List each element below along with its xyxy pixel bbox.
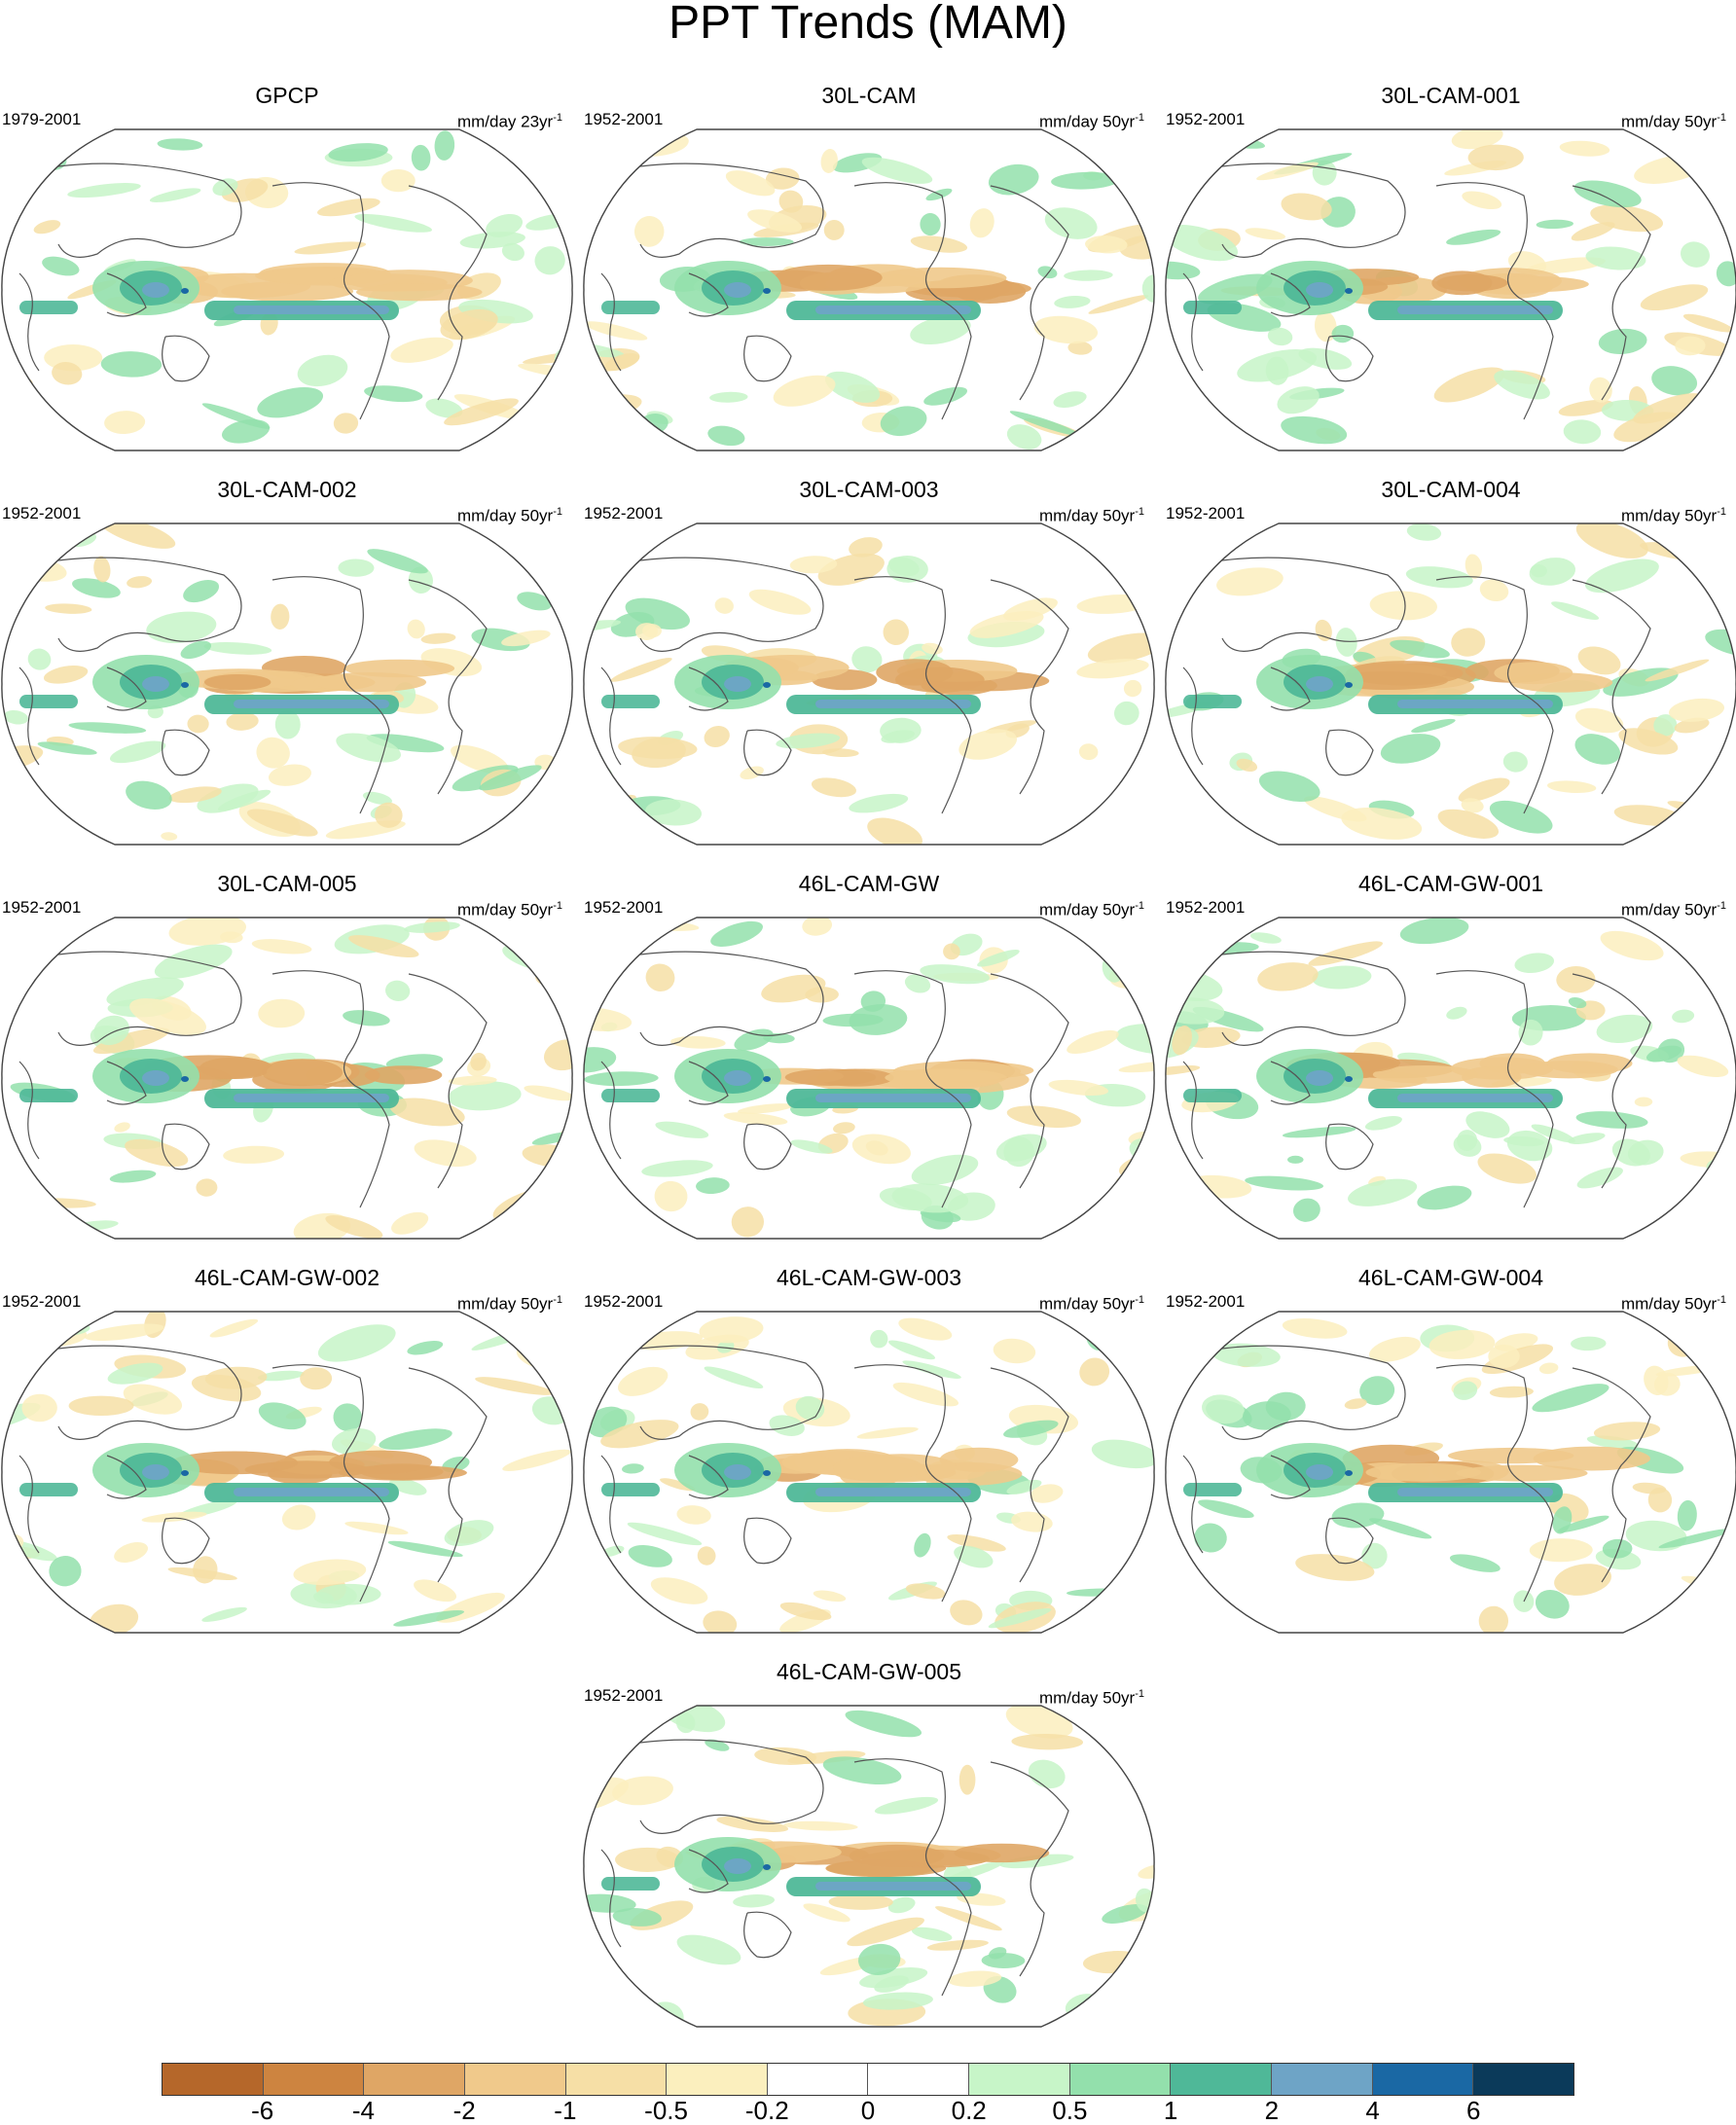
map-panel: 46L-CAM-GW-005 1952-2001 mm/day 50yr-1 bbox=[582, 1659, 1156, 2029]
panel-period: 1952-2001 bbox=[584, 504, 664, 522]
colorbar bbox=[162, 2063, 1574, 2096]
panel-units: mm/day 23yr-1 bbox=[456, 112, 562, 131]
colorbar-tick-label: 6 bbox=[1466, 2096, 1481, 2125]
panel-period: 1952-2001 bbox=[584, 1292, 664, 1311]
colorbar-tick-label: -1 bbox=[554, 2096, 577, 2125]
colorbar-swatch bbox=[767, 2064, 869, 2095]
panel-title: 30L-CAM-003 bbox=[799, 477, 939, 502]
colorbar-tick-label: -4 bbox=[351, 2096, 375, 2125]
colorbar-tick-label: 1 bbox=[1163, 2096, 1178, 2125]
panel-units: mm/day 50yr-1 bbox=[1620, 112, 1726, 131]
map-panel: 30L-CAM-005 1952-2001 mm/day 50yr-1 bbox=[0, 871, 574, 1241]
colorbar-tick-label: 2 bbox=[1264, 2096, 1280, 2125]
colorbar-tick-label: 0.2 bbox=[951, 2096, 987, 2125]
panel-period: 1952-2001 bbox=[2, 898, 82, 917]
colorbar-tick-label: 0.5 bbox=[1052, 2096, 1088, 2125]
map-projection bbox=[583, 522, 1155, 846]
colorbar-swatch bbox=[1171, 2064, 1273, 2095]
panel-units: mm/day 50yr-1 bbox=[1038, 1294, 1144, 1314]
panel-units: mm/day 50yr-1 bbox=[456, 1294, 562, 1314]
figure-title: PPT Trends (MAM) bbox=[669, 0, 1067, 49]
map-panel: 30L-CAM-001 1952-2001 mm/day 50yr-1 bbox=[1164, 83, 1736, 452]
colorbar-tick-label: -2 bbox=[452, 2096, 476, 2125]
map-projection bbox=[583, 1311, 1155, 1634]
map-panel: GPCP 1979-2001 mm/day 23yr-1 bbox=[0, 83, 574, 452]
colorbar-swatch bbox=[1473, 2064, 1573, 2095]
panel-units: mm/day 50yr-1 bbox=[1620, 900, 1726, 919]
panel-period: 1952-2001 bbox=[2, 1292, 82, 1311]
panel-period: 1952-2001 bbox=[584, 898, 664, 917]
map-panel: 30L-CAM-002 1952-2001 mm/day 50yr-1 bbox=[0, 477, 574, 846]
colorbar-swatch bbox=[1272, 2064, 1373, 2095]
map-panel: 30L-CAM 1952-2001 mm/day 50yr-1 bbox=[582, 83, 1156, 452]
map-projection bbox=[1, 522, 573, 846]
panel-units: mm/day 50yr-1 bbox=[1038, 900, 1144, 919]
panel-title: 30L-CAM-005 bbox=[217, 871, 357, 896]
panel-title: GPCP bbox=[255, 83, 319, 108]
panel-title: 30L-CAM bbox=[821, 83, 917, 108]
panel-units: mm/day 50yr-1 bbox=[1620, 1294, 1726, 1314]
colorbar-swatch bbox=[868, 2064, 970, 2095]
panel-title: 46L-CAM-GW-002 bbox=[194, 1265, 380, 1290]
colorbar-tick-label: 0 bbox=[860, 2096, 876, 2125]
panel-period: 1952-2001 bbox=[1166, 898, 1246, 917]
map-panel: 30L-CAM-004 1952-2001 mm/day 50yr-1 bbox=[1164, 477, 1736, 846]
map-projection bbox=[1, 917, 573, 1240]
map-projection bbox=[583, 128, 1155, 451]
map-projection bbox=[1165, 522, 1736, 846]
colorbar-tick-label: -0.5 bbox=[644, 2096, 688, 2125]
panel-title: 30L-CAM-002 bbox=[217, 477, 357, 502]
colorbar-tick-label: -0.2 bbox=[744, 2096, 789, 2125]
colorbar-swatch bbox=[667, 2064, 768, 2095]
panel-period: 1952-2001 bbox=[1166, 504, 1246, 522]
map-projection bbox=[583, 917, 1155, 1240]
colorbar-swatch bbox=[263, 2064, 365, 2095]
panel-title: 46L-CAM-GW-001 bbox=[1357, 871, 1544, 896]
panel-period: 1952-2001 bbox=[1166, 110, 1246, 128]
map-projection bbox=[583, 1705, 1155, 2028]
map-panel: 46L-CAM-GW-002 1952-2001 mm/day 50yr-1 bbox=[0, 1265, 574, 1635]
map-projection bbox=[1165, 917, 1736, 1240]
panel-title: 30L-CAM-004 bbox=[1381, 477, 1521, 502]
panel-title: 46L-CAM-GW-005 bbox=[776, 1659, 962, 1684]
panel-title: 46L-CAM-GW-003 bbox=[776, 1265, 962, 1290]
panel-title: 30L-CAM-001 bbox=[1381, 83, 1521, 108]
colorbar-swatch bbox=[364, 2064, 465, 2095]
panel-units: mm/day 50yr-1 bbox=[456, 506, 562, 525]
panel-units: mm/day 50yr-1 bbox=[1038, 506, 1144, 525]
panel-units: mm/day 50yr-1 bbox=[1038, 1688, 1144, 1708]
colorbar-swatch bbox=[565, 2064, 668, 2095]
map-panel: 46L-CAM-GW-001 1952-2001 mm/day 50yr-1 bbox=[1164, 871, 1736, 1241]
map-projection bbox=[1, 1311, 573, 1634]
colorbar-swatch bbox=[1069, 2064, 1172, 2095]
colorbar-tick-label: -6 bbox=[251, 2096, 274, 2125]
panel-units: mm/day 50yr-1 bbox=[1620, 506, 1726, 525]
colorbar-tick-label: 4 bbox=[1365, 2096, 1380, 2125]
map-panel: 46L-CAM-GW 1952-2001 mm/day 50yr-1 bbox=[582, 871, 1156, 1241]
panel-units: mm/day 50yr-1 bbox=[456, 900, 562, 919]
map-projection bbox=[1165, 1311, 1736, 1634]
panel-title: 46L-CAM-GW bbox=[798, 871, 940, 896]
colorbar-swatch bbox=[1372, 2064, 1474, 2095]
panel-units: mm/day 50yr-1 bbox=[1038, 112, 1144, 131]
panel-period: 1952-2001 bbox=[584, 1686, 664, 1705]
colorbar-swatch bbox=[163, 2064, 264, 2095]
panel-title: 46L-CAM-GW-004 bbox=[1357, 1265, 1544, 1290]
panel-period: 1952-2001 bbox=[1166, 1292, 1246, 1311]
panel-period: 1952-2001 bbox=[584, 110, 664, 128]
map-panel: 46L-CAM-GW-004 1952-2001 mm/day 50yr-1 bbox=[1164, 1265, 1736, 1635]
map-panel: 46L-CAM-GW-003 1952-2001 mm/day 50yr-1 bbox=[582, 1265, 1156, 1635]
colorbar-swatch bbox=[464, 2064, 566, 2095]
map-projection bbox=[1, 128, 573, 451]
colorbar-swatch bbox=[969, 2064, 1070, 2095]
panel-period: 1979-2001 bbox=[2, 110, 82, 128]
map-panel: 30L-CAM-003 1952-2001 mm/day 50yr-1 bbox=[582, 477, 1156, 846]
panel-period: 1952-2001 bbox=[2, 504, 82, 522]
map-projection bbox=[1165, 128, 1736, 451]
